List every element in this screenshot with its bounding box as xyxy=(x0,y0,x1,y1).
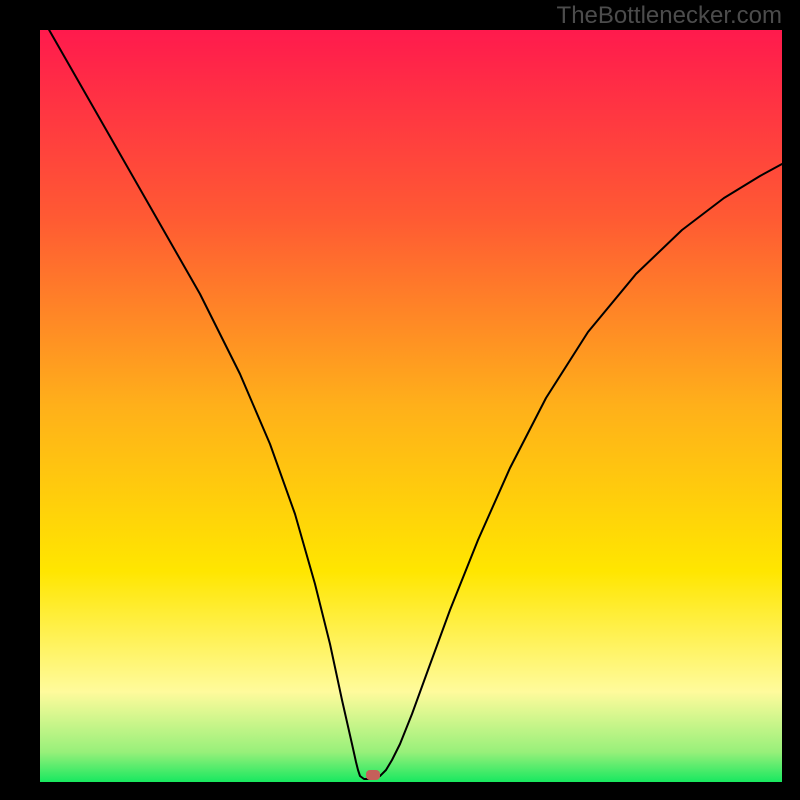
plot-area xyxy=(40,30,782,782)
curve-path xyxy=(40,14,782,779)
optimum-marker xyxy=(366,770,380,780)
bottleneck-curve xyxy=(40,30,782,782)
watermark-text: TheBottlenecker.com xyxy=(557,2,782,30)
chart-frame: TheBottlenecker.com xyxy=(0,0,800,800)
